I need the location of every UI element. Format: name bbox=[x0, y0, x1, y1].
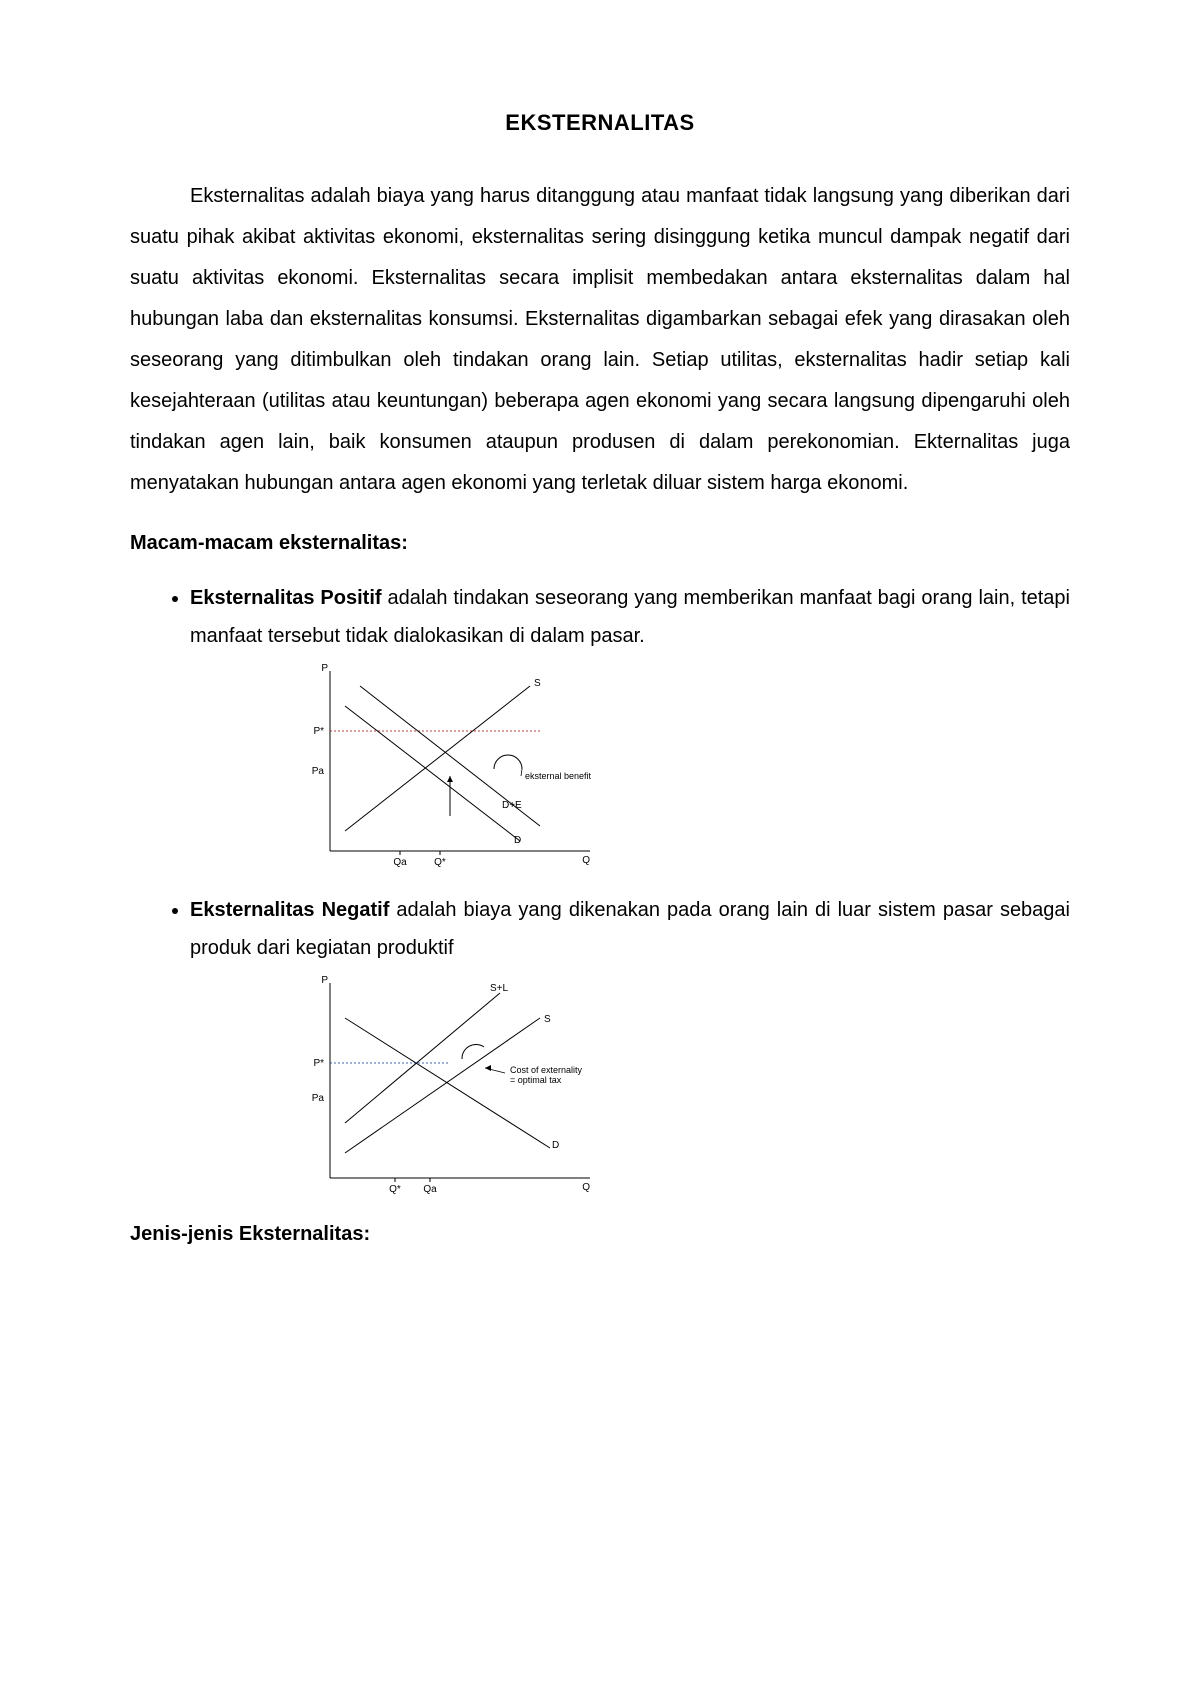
positive-externality-chart: P Q P* Pa S D D+E eksternal benefit Qa Q* bbox=[290, 661, 630, 871]
positive-externality-item: Eksternalitas Positif adalah tindakan se… bbox=[190, 579, 1070, 871]
externality-types-list: Eksternalitas Positif adalah tindakan se… bbox=[130, 579, 1070, 1203]
positive-lead: Eksternalitas Positif bbox=[190, 587, 382, 609]
svg-text:= optimal tax: = optimal tax bbox=[510, 1075, 562, 1085]
svg-text:S: S bbox=[534, 678, 541, 689]
document-page: EKSTERNALITAS Eksternalitas adalah biaya… bbox=[0, 0, 1200, 1698]
positive-diagram: P Q P* Pa S D D+E eksternal benefit Qa Q* bbox=[290, 661, 1070, 871]
section-heading-types: Macam-macam eksternalitas: bbox=[130, 532, 1070, 555]
svg-text:eksternal benefit: eksternal benefit bbox=[525, 771, 592, 781]
svg-text:P: P bbox=[321, 975, 328, 986]
svg-text:S+L: S+L bbox=[490, 983, 509, 994]
svg-text:Pa: Pa bbox=[312, 1093, 325, 1104]
svg-text:Q: Q bbox=[582, 855, 590, 866]
svg-text:P: P bbox=[321, 663, 328, 674]
negative-externality-chart: P Q S S+L D P* Pa Cost of externality= optimal … bbox=[290, 973, 630, 1203]
page-title: EKSTERNALITAS bbox=[130, 110, 1070, 136]
svg-text:Q*: Q* bbox=[389, 1184, 401, 1195]
svg-text:D: D bbox=[552, 1140, 559, 1151]
negative-lead: Eksternalitas Negatif bbox=[190, 899, 389, 921]
svg-text:S: S bbox=[544, 1014, 551, 1025]
svg-text:Qa: Qa bbox=[423, 1184, 437, 1195]
svg-text:P*: P* bbox=[313, 1058, 324, 1069]
intro-paragraph: Eksternalitas adalah biaya yang harus di… bbox=[130, 176, 1070, 504]
svg-text:D+E: D+E bbox=[502, 800, 522, 811]
svg-text:D: D bbox=[514, 835, 521, 846]
svg-text:Q*: Q* bbox=[434, 857, 446, 868]
svg-text:Q: Q bbox=[582, 1182, 590, 1193]
section-heading-kinds: Jenis-jenis Eksternalitas: bbox=[130, 1223, 1070, 1246]
svg-text:Pa: Pa bbox=[312, 766, 325, 777]
negative-externality-item: Eksternalitas Negatif adalah biaya yang … bbox=[190, 891, 1070, 1203]
svg-text:P*: P* bbox=[313, 726, 324, 737]
negative-diagram: P Q S S+L D P* Pa Cost of externality= optimal … bbox=[290, 973, 1070, 1203]
svg-text:Qa: Qa bbox=[393, 857, 407, 868]
svg-text:Cost of externality: Cost of externality bbox=[510, 1065, 583, 1075]
